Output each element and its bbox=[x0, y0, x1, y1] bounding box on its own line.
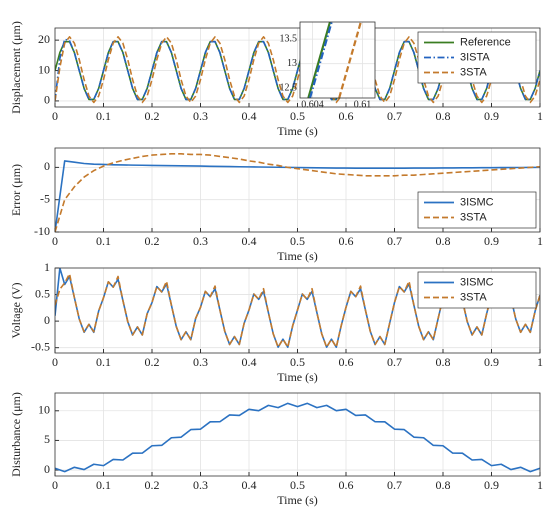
x-tick-label: 0.8 bbox=[436, 478, 451, 492]
axes-box bbox=[54, 392, 541, 477]
x-tick-label: 0.4 bbox=[242, 109, 257, 123]
x-tick-label: 0.9 bbox=[484, 355, 499, 369]
legend-label: 3ISTA bbox=[460, 51, 490, 63]
x-tick-label: 0.3 bbox=[193, 355, 208, 369]
x-tick-label: 0.2 bbox=[145, 234, 160, 248]
legend-label: 3ISMC bbox=[460, 196, 494, 208]
y-axis-label: Error (μm) bbox=[9, 164, 23, 216]
y-tick-label: -0.5 bbox=[31, 339, 50, 353]
y-tick-label: 10 bbox=[38, 62, 50, 76]
series-group bbox=[55, 153, 540, 232]
x-tick-label: 0.4 bbox=[242, 355, 257, 369]
x-tick-label: 0.7 bbox=[387, 355, 402, 369]
x-tick-label: 0.6 bbox=[339, 478, 354, 492]
x-tick-label: 0.6 bbox=[339, 109, 354, 123]
x-tick-label: 0 bbox=[52, 234, 58, 248]
x-tick-label: 0 bbox=[52, 478, 58, 492]
y-tick-label: -5 bbox=[40, 191, 50, 205]
y-tick-label: 0 bbox=[44, 159, 50, 173]
x-tick-label: 0.2 bbox=[145, 355, 160, 369]
y-axis-label: Disturbance (μm) bbox=[9, 392, 23, 477]
x-tick-label: 0.2 bbox=[145, 109, 160, 123]
inset-series bbox=[307, 22, 362, 98]
x-tick-label: 0.9 bbox=[484, 478, 499, 492]
series-group bbox=[55, 402, 540, 473]
inset-y-tick-label: 13 bbox=[287, 58, 297, 69]
axes-box bbox=[54, 147, 541, 233]
x-tick-label: 0.7 bbox=[387, 109, 402, 123]
x-tick-label: 0.5 bbox=[290, 478, 305, 492]
legend-label: Reference bbox=[460, 36, 511, 48]
x-tick-label: 1 bbox=[537, 234, 543, 248]
x-tick-label: 1 bbox=[537, 478, 543, 492]
x-tick-label: 0.8 bbox=[436, 109, 451, 123]
x-tick-label: 0.3 bbox=[193, 234, 208, 248]
legend-label: 3ISMC bbox=[460, 276, 494, 288]
x-tick-label: 0.2 bbox=[145, 478, 160, 492]
inset-box bbox=[299, 21, 376, 99]
x-tick-label: 0.7 bbox=[387, 234, 402, 248]
legend-box bbox=[417, 191, 537, 229]
y-tick-label: 10 bbox=[38, 403, 50, 417]
series-line bbox=[55, 160, 540, 232]
inset-x-tick-label: 0.61 bbox=[354, 99, 372, 110]
x-tick-label: 0 bbox=[52, 109, 58, 123]
x-tick-label: 1 bbox=[537, 355, 543, 369]
x-tick-label: 0.1 bbox=[96, 234, 111, 248]
y-tick-label: 5 bbox=[44, 432, 50, 446]
x-tick-label: 0.1 bbox=[96, 355, 111, 369]
x-tick-label: 0.8 bbox=[436, 355, 451, 369]
legend: 3ISMC 3STA bbox=[417, 191, 537, 229]
x-tick-label: 0.3 bbox=[193, 478, 208, 492]
x-tick-label: 0.5 bbox=[290, 109, 305, 123]
x-axis-label: Time (s) bbox=[277, 370, 318, 384]
x-tick-label: 0.3 bbox=[193, 109, 208, 123]
y-tick-label: 0 bbox=[44, 462, 50, 476]
x-axis-label: Time (s) bbox=[277, 124, 318, 138]
x-tick-label: 0.9 bbox=[484, 109, 499, 123]
legend: Reference 3ISTA 3STA bbox=[417, 31, 537, 84]
axes-box bbox=[54, 267, 541, 354]
x-tick-label: 0.6 bbox=[339, 234, 354, 248]
x-tick-label: 0.1 bbox=[96, 478, 111, 492]
x-tick-label: 0.7 bbox=[387, 478, 402, 492]
x-tick-label: 0.6 bbox=[339, 355, 354, 369]
x-axis-label: Time (s) bbox=[277, 493, 318, 507]
series-line bbox=[55, 402, 540, 473]
series-line bbox=[307, 22, 332, 98]
legend: 3ISMC 3STA bbox=[417, 271, 537, 309]
series-line bbox=[338, 22, 362, 98]
y-axis-label: Displacement (μm) bbox=[9, 21, 23, 114]
inset-y-tick-label: 13.5 bbox=[280, 33, 298, 44]
legend-label: 3STA bbox=[460, 291, 487, 303]
y-tick-label: 20 bbox=[38, 32, 50, 46]
x-tick-label: 0 bbox=[52, 355, 58, 369]
x-tick-label: 0.5 bbox=[290, 355, 305, 369]
series-line bbox=[55, 153, 540, 232]
inset-y-tick-label: 12.5 bbox=[280, 82, 298, 93]
y-tick-label: 0 bbox=[44, 313, 50, 327]
x-tick-label: 0.4 bbox=[242, 234, 257, 248]
legend-label: 3STA bbox=[460, 66, 487, 78]
inset-x-tick-label: 0.604 bbox=[301, 99, 324, 110]
x-tick-label: 1 bbox=[537, 109, 543, 123]
series-line bbox=[55, 36, 540, 104]
y-tick-label: 0.5 bbox=[35, 286, 50, 300]
x-tick-label: 0.1 bbox=[96, 109, 111, 123]
legend-label: 3STA bbox=[460, 211, 487, 223]
x-tick-label: 0.5 bbox=[290, 234, 305, 248]
y-tick-label: 0 bbox=[44, 93, 50, 107]
x-tick-label: 0.9 bbox=[484, 234, 499, 248]
x-tick-label: 0.8 bbox=[436, 234, 451, 248]
y-tick-label: 1 bbox=[44, 260, 50, 274]
x-tick-label: 0.4 bbox=[242, 478, 257, 492]
y-tick-label: -10 bbox=[34, 224, 50, 238]
axes-box bbox=[54, 27, 541, 108]
y-axis-label: Voltage (V) bbox=[9, 282, 23, 338]
x-axis-label: Time (s) bbox=[277, 249, 318, 263]
legend-box bbox=[417, 271, 537, 309]
